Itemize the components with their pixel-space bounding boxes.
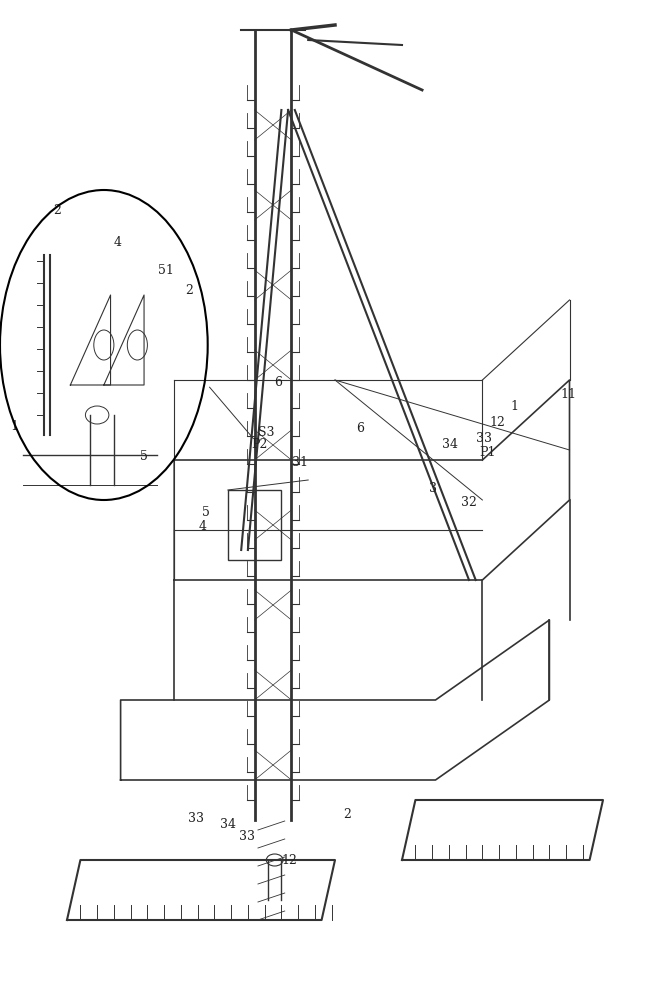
Text: 33: 33 — [476, 432, 492, 444]
Text: 6: 6 — [356, 422, 364, 434]
Text: 12: 12 — [281, 854, 297, 866]
Text: P2: P2 — [252, 438, 268, 452]
Text: 2: 2 — [186, 284, 194, 296]
Text: 2: 2 — [53, 204, 61, 217]
Text: 33: 33 — [188, 812, 204, 824]
Text: 2: 2 — [343, 808, 351, 822]
Text: S3: S3 — [259, 426, 275, 438]
Text: 31: 31 — [292, 456, 308, 468]
Text: 3: 3 — [429, 482, 438, 494]
Text: P1: P1 — [480, 446, 496, 458]
Text: 6: 6 — [274, 375, 282, 388]
Text: 11: 11 — [560, 388, 576, 401]
Text: 1: 1 — [11, 420, 19, 434]
Text: 34: 34 — [442, 438, 458, 452]
Text: 51: 51 — [158, 263, 174, 276]
Text: 1: 1 — [511, 400, 519, 414]
Text: 4: 4 — [198, 520, 206, 534]
Text: 4: 4 — [113, 235, 121, 248]
Text: 5: 5 — [202, 506, 210, 518]
Text: 12: 12 — [489, 416, 505, 428]
Text: 34: 34 — [220, 818, 236, 832]
Text: 5: 5 — [140, 450, 148, 464]
Text: 33: 33 — [239, 830, 255, 844]
Text: 32: 32 — [461, 495, 477, 508]
